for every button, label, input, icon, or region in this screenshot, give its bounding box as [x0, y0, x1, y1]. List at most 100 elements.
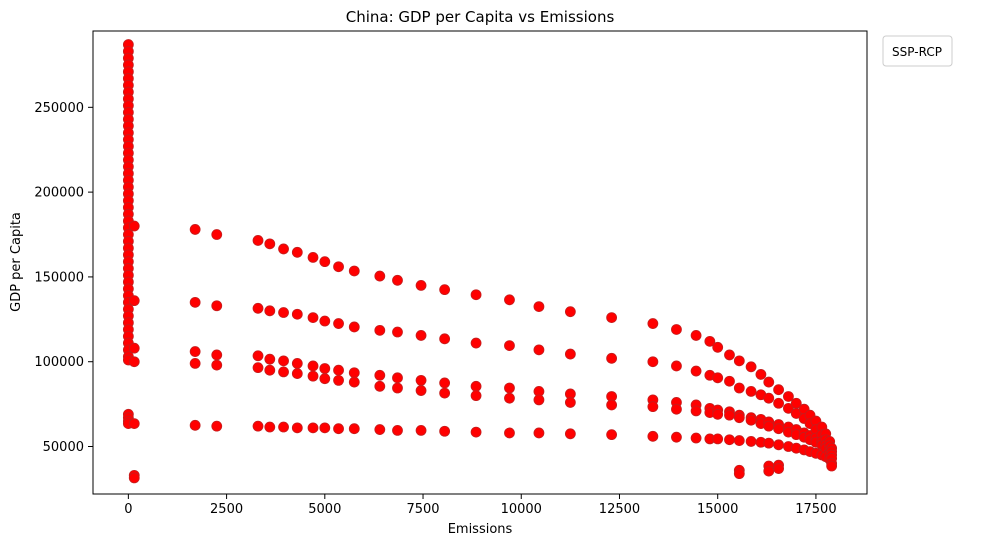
data-point — [606, 352, 618, 364]
data-point — [712, 433, 724, 445]
data-point — [755, 369, 767, 380]
data-point — [763, 376, 775, 388]
x-tick-label: 0 — [124, 502, 132, 517]
data-point — [647, 430, 659, 442]
data-point — [333, 364, 344, 376]
chart-title: China: GDP per Capita vs Emissions — [346, 8, 615, 26]
data-point — [264, 421, 276, 433]
data-point — [470, 426, 482, 438]
x-tick-label: 7500 — [406, 502, 439, 517]
x-axis-label: Emissions — [448, 522, 513, 537]
data-point — [333, 318, 344, 329]
data-point — [291, 422, 303, 434]
data-point — [671, 431, 682, 443]
data-point — [128, 220, 140, 232]
data-point — [348, 376, 360, 388]
data-point — [348, 367, 360, 379]
data-point — [647, 318, 659, 329]
data-point — [606, 399, 618, 411]
points-layer — [122, 39, 838, 484]
data-point — [745, 361, 757, 373]
data-point — [307, 312, 319, 324]
data-point — [415, 330, 427, 341]
data-point — [733, 355, 745, 367]
data-point — [564, 348, 576, 360]
data-point — [291, 308, 303, 320]
data-point — [763, 392, 775, 404]
data-point — [307, 422, 319, 434]
y-axis-label: GDP per Capita — [9, 212, 24, 312]
x-tick-label: 15000 — [697, 502, 738, 517]
data-point — [333, 423, 344, 435]
data-point — [374, 424, 386, 435]
data-point — [606, 429, 618, 441]
y-tick-label: 200000 — [34, 186, 84, 201]
data-point — [211, 359, 223, 371]
data-point — [189, 419, 201, 431]
data-point — [606, 312, 618, 324]
data-point — [264, 364, 276, 376]
data-point — [319, 256, 331, 268]
data-point — [745, 436, 757, 447]
data-point — [128, 472, 140, 484]
data-point — [252, 420, 264, 432]
data-point — [504, 392, 515, 404]
data-point — [647, 356, 659, 368]
data-point — [278, 307, 289, 318]
y-tick-label: 50000 — [43, 440, 84, 455]
data-point — [773, 384, 784, 396]
data-point — [348, 423, 360, 435]
data-point — [278, 366, 289, 378]
data-point — [783, 402, 794, 414]
data-point — [252, 235, 264, 246]
data-point — [504, 340, 515, 352]
data-point — [773, 423, 784, 435]
data-point — [763, 420, 775, 432]
data-point — [415, 425, 427, 436]
data-point — [439, 284, 451, 296]
data-point — [564, 306, 576, 318]
y-axis: 50000 100000 150000 200000 250000 — [34, 101, 93, 455]
data-point — [291, 358, 303, 369]
x-tick-label: 2500 — [210, 502, 243, 517]
data-point — [773, 463, 784, 474]
data-point — [307, 360, 319, 372]
data-point — [189, 346, 201, 357]
data-point — [690, 365, 702, 377]
data-point — [128, 295, 140, 307]
data-point — [733, 468, 745, 480]
data-point — [733, 412, 745, 424]
data-point — [439, 425, 451, 437]
data-point — [724, 349, 735, 361]
data-point — [504, 427, 515, 439]
data-point — [724, 375, 735, 387]
data-point — [128, 418, 140, 430]
data-point — [211, 420, 223, 432]
data-point — [374, 324, 386, 336]
data-point — [333, 261, 344, 273]
data-point — [252, 350, 264, 362]
data-point — [712, 408, 724, 420]
data-point — [773, 439, 784, 451]
data-point — [319, 315, 331, 327]
data-point — [439, 377, 451, 389]
data-point — [374, 369, 386, 381]
data-point — [533, 427, 545, 439]
data-point — [564, 397, 576, 408]
data-point — [307, 252, 319, 263]
legend-title: SSP-RCP — [892, 45, 942, 59]
data-point — [712, 372, 724, 384]
data-point — [392, 382, 403, 394]
data-point — [470, 390, 482, 402]
legend-box — [882, 35, 953, 67]
data-point — [211, 300, 223, 312]
data-point — [826, 460, 838, 472]
data-point — [264, 305, 276, 317]
y-tick-label: 100000 — [34, 355, 84, 370]
data-point — [470, 337, 482, 349]
data-point — [348, 265, 360, 277]
data-point — [415, 279, 427, 291]
data-point — [439, 387, 451, 399]
data-point — [291, 368, 303, 379]
data-point — [470, 289, 482, 301]
